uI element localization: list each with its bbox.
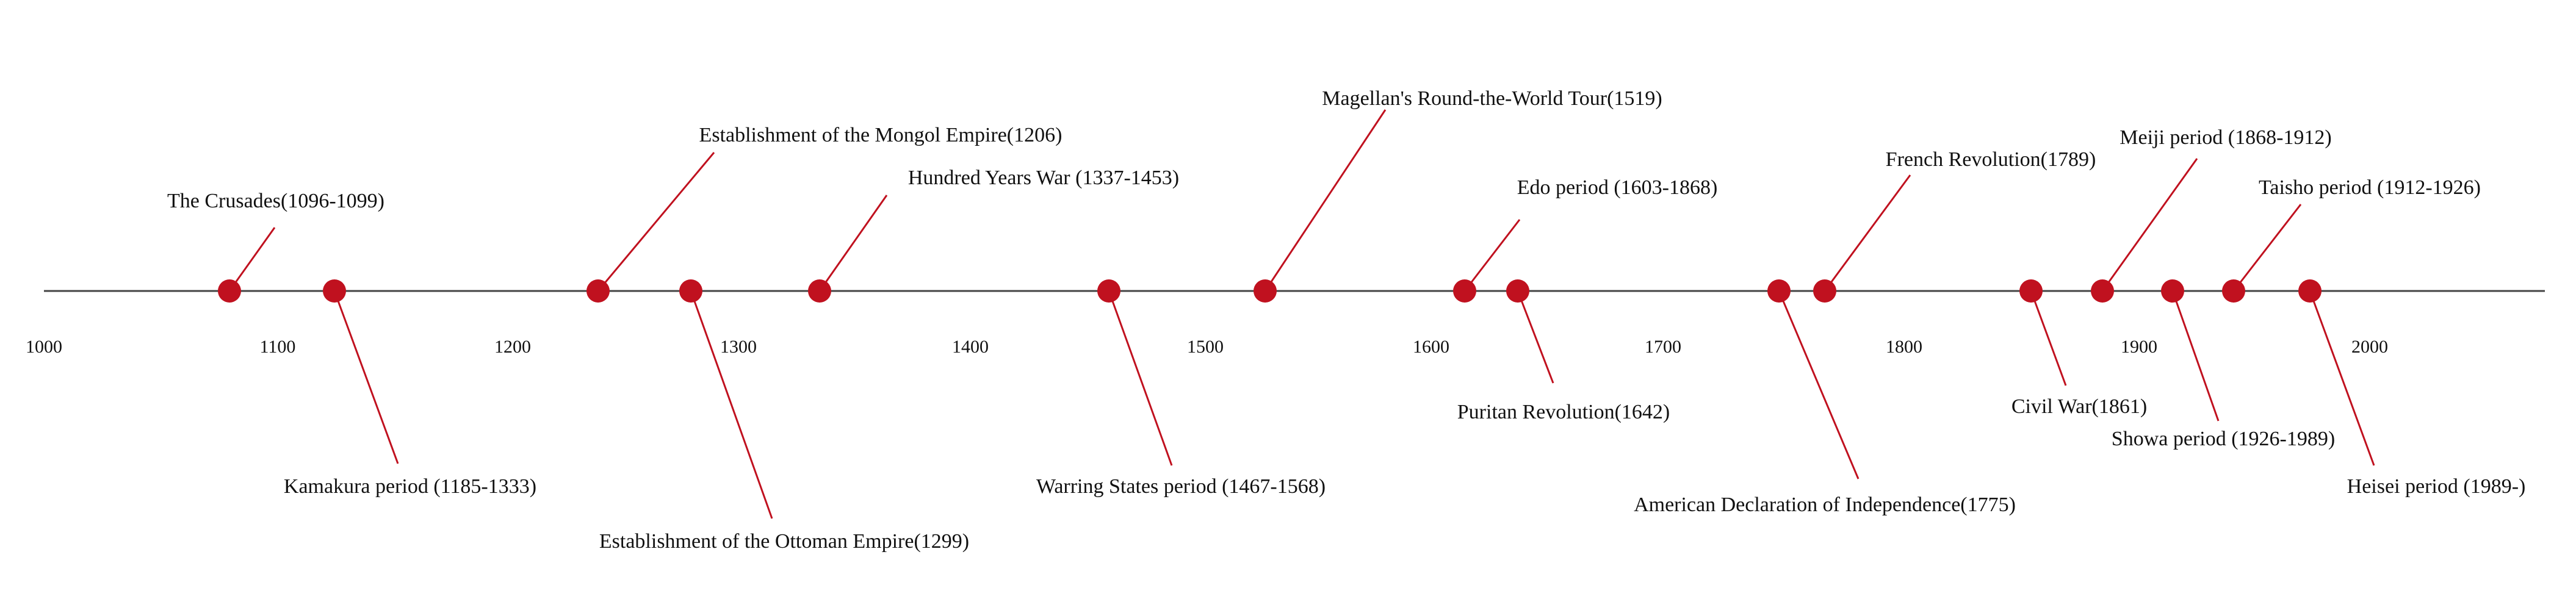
event-edo-period-1603-1868: Edo period (1603-1868) — [1453, 176, 1717, 303]
event-leader-line — [1463, 219, 1521, 292]
event-leader-line — [1778, 290, 1860, 479]
tick-label-1300: 1300 — [720, 337, 757, 357]
event-heisei-period-1989: Heisei period (1989-) — [2298, 279, 2525, 498]
event-label: Puritan Revolution(1642) — [1457, 401, 1670, 423]
event-leader-line — [690, 290, 773, 519]
tick-label-1000: 1000 — [26, 337, 62, 357]
tick-label-1400: 1400 — [952, 337, 989, 357]
event-label: Establishment of the Ottoman Empire(1299… — [599, 530, 969, 553]
event-hundred-years-war-1337-1453: Hundred Years War (1337-1453) — [808, 167, 1179, 303]
event-marker — [2091, 279, 2114, 303]
event-leader-line — [2030, 290, 2067, 386]
event-showa-period-1926-1989: Showa period (1926-1989) — [2112, 279, 2335, 450]
event-label: Heisei period (1989-) — [2347, 475, 2526, 498]
event-leader-line — [228, 227, 276, 292]
event-marker — [1813, 279, 1836, 303]
event-the-crusades-1096-1099: The Crusades(1096-1099) — [167, 190, 384, 303]
event-marker — [2222, 279, 2245, 303]
event-leader-line — [597, 152, 715, 292]
event-label: Showa period (1926-1989) — [2112, 428, 2335, 450]
event-label: Kamakura period (1185-1333) — [284, 475, 536, 498]
tick-label-1100: 1100 — [260, 337, 296, 357]
event-marker — [1453, 279, 1476, 303]
event-establishment-of-the-mongol-empire-1206: Establishment of the Mongol Empire(1206) — [586, 124, 1062, 303]
event-leader-line — [1824, 174, 1911, 292]
event-french-revolution-1789: French Revolution(1789) — [1813, 148, 2096, 303]
event-label: French Revolution(1789) — [1886, 148, 2096, 171]
event-meiji-period-1868-1912: Meiji period (1868-1912) — [2091, 126, 2332, 303]
tick-label-1900: 1900 — [2121, 337, 2157, 357]
tick-label-1700: 1700 — [1645, 337, 1681, 357]
event-leader-line — [2101, 158, 2198, 292]
event-marker — [1097, 279, 1120, 303]
event-label: The Crusades(1096-1099) — [167, 190, 384, 212]
event-label: Hundred Years War (1337-1453) — [908, 167, 1179, 189]
event-leader-line — [1517, 290, 1554, 384]
event-marker — [218, 279, 241, 303]
event-leader-line — [818, 195, 888, 292]
event-label: Magellan's Round-the-World Tour(1519) — [1322, 87, 1662, 110]
event-label: Meiji period (1868-1912) — [2120, 126, 2332, 149]
event-label: Edo period (1603-1868) — [1517, 176, 1718, 199]
event-warring-states-period-1467-1568: Warring States period (1467-1568) — [1036, 279, 1326, 498]
event-marker — [2161, 279, 2184, 303]
event-marker — [1506, 279, 1529, 303]
event-label: Establishment of the Mongol Empire(1206) — [699, 124, 1063, 146]
tick-label-2000: 2000 — [2351, 337, 2388, 357]
event-label: American Declaration of Independence(177… — [1634, 493, 2016, 516]
event-marker — [679, 279, 702, 303]
event-marker — [1767, 279, 1791, 303]
tick-label-1500: 1500 — [1187, 337, 1224, 357]
event-label: Warring States period (1467-1568) — [1036, 475, 1326, 498]
tick-label-1800: 1800 — [1886, 337, 1922, 357]
event-markers: The Crusades(1096-1099) Kamakura period (… — [167, 87, 2525, 553]
event-american-declaration-of-independence-1775: American Declaration of Independence(177… — [1634, 279, 2016, 516]
event-marker — [1254, 279, 1277, 303]
event-marker — [586, 279, 610, 303]
event-kamakura-period-1185-1333: Kamakura period (1185-1333) — [284, 279, 536, 498]
event-leader-line — [1108, 290, 1173, 466]
event-leader-line — [333, 290, 399, 464]
event-marker — [808, 279, 831, 303]
event-leader-line — [2309, 290, 2375, 466]
event-leader-line — [2171, 290, 2220, 422]
event-leader-line — [2232, 204, 2302, 292]
event-civil-war-1861: Civil War(1861) — [2011, 279, 2147, 418]
event-establishment-of-the-ottoman-empire-1299: Establishment of the Ottoman Empire(1299… — [599, 279, 969, 553]
event-label: Civil War(1861) — [2011, 395, 2147, 418]
tick-label-1200: 1200 — [494, 337, 531, 357]
event-marker — [2019, 279, 2043, 303]
event-leader-line — [1264, 109, 1387, 292]
tick-label-1600: 1600 — [1413, 337, 1449, 357]
event-puritan-revolution-1642: Puritan Revolution(1642) — [1457, 279, 1670, 423]
event-label: Taisho period (1912-1926) — [2259, 176, 2481, 199]
event-marker — [323, 279, 346, 303]
event-marker — [2298, 279, 2322, 303]
event-magellan-s-round-the-world-tour-1519: Magellan's Round-the-World Tour(1519) — [1254, 87, 1662, 303]
tick-labels: 1000 1100 1200 1300 1400 1500 1600 1700 1800 1900… — [26, 337, 2388, 357]
event-taisho-period-1912-1926: Taisho period (1912-1926) — [2222, 176, 2481, 303]
